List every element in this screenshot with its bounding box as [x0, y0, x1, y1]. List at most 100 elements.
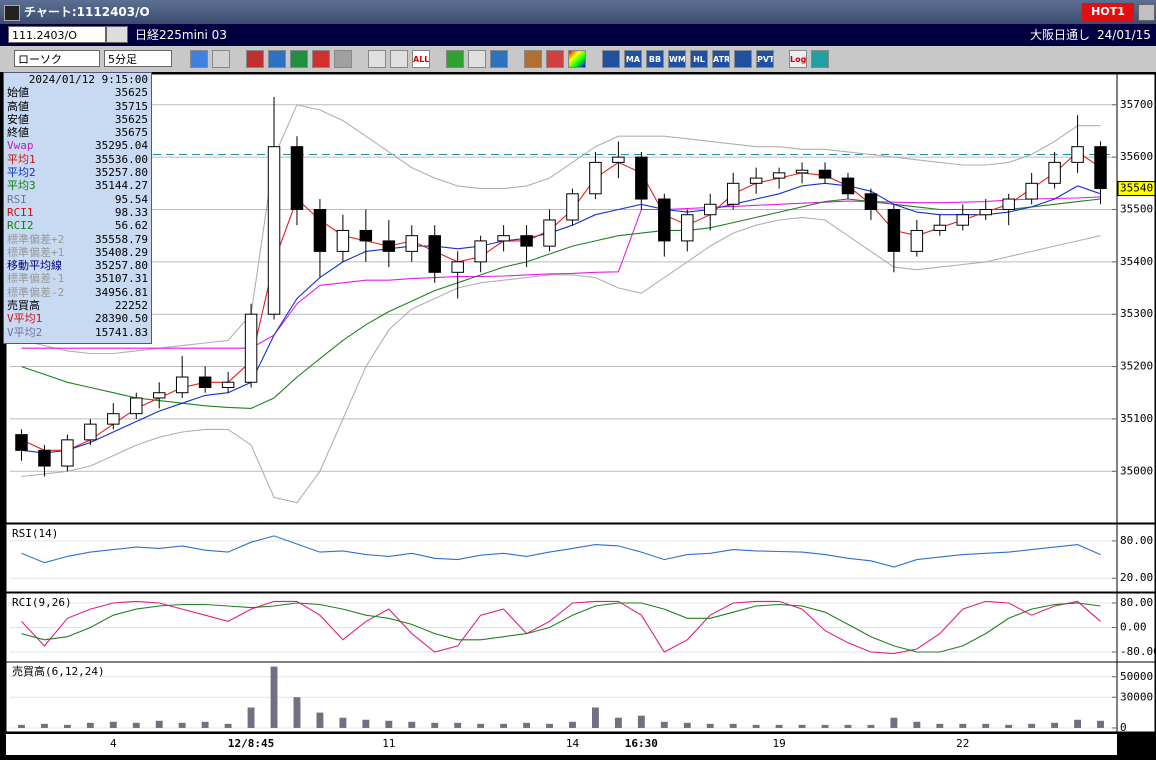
- tool-button[interactable]: [368, 50, 386, 68]
- volume-bar: [1028, 723, 1036, 728]
- symbol-input[interactable]: 111.2403/O: [8, 26, 106, 43]
- tool-button[interactable]: [524, 50, 542, 68]
- tool-button[interactable]: [334, 50, 352, 68]
- volume-bar: [959, 723, 967, 728]
- info-label: 移動平均線: [7, 259, 62, 273]
- tool-button[interactable]: [268, 50, 286, 68]
- candle-body: [543, 219, 556, 247]
- tool-button[interactable]: [490, 50, 508, 68]
- tool-button[interactable]: [734, 50, 752, 68]
- candle-body: [221, 381, 235, 389]
- bb-button[interactable]: BB: [646, 50, 664, 68]
- volume-bar: [660, 721, 668, 728]
- x-tick-label: 12/8:45: [228, 737, 274, 750]
- y-tick-label: 0.00: [1120, 621, 1147, 634]
- candle-body: [61, 439, 74, 467]
- volume-bar: [546, 723, 553, 728]
- tool-button[interactable]: [568, 50, 586, 68]
- info-label: RCI2: [7, 219, 34, 233]
- info-label: 平均3: [7, 179, 36, 193]
- close-button[interactable]: [1138, 4, 1155, 21]
- all-button[interactable]: ALL: [412, 50, 430, 68]
- candle-body: [336, 229, 350, 252]
- volume-bar: [86, 722, 94, 728]
- volume-bar: [867, 724, 875, 728]
- y-tick-label: 50000: [1120, 670, 1153, 683]
- candle-body: [589, 161, 602, 195]
- tool-button[interactable]: [446, 50, 464, 68]
- panel: [5, 73, 1156, 524]
- panel: [5, 523, 1156, 593]
- info-row: 移動平均線 35257.80: [7, 259, 148, 272]
- pvt-button[interactable]: PVT: [756, 50, 774, 68]
- volume-bar: [477, 723, 485, 728]
- zoom-button[interactable]: [190, 50, 208, 68]
- candle-body: [566, 193, 579, 221]
- indicator-line: [21, 198, 1101, 409]
- volume-bar: [362, 719, 370, 728]
- info-value: 35536.00: [95, 152, 148, 166]
- tool-button[interactable]: [390, 50, 408, 68]
- info-row: 平均2 35257.80: [7, 166, 148, 179]
- candle-body: [15, 434, 28, 451]
- candle-body: [841, 177, 855, 195]
- ma-button[interactable]: MA: [624, 50, 642, 68]
- last-price-label: 35540: [1120, 182, 1153, 195]
- info-value: 35107.31: [95, 272, 148, 286]
- wma-button[interactable]: WMA: [668, 50, 686, 68]
- candle-body: [107, 413, 120, 425]
- symbol-dropdown[interactable]: [106, 26, 128, 43]
- y-tick-label: 80.00: [1120, 534, 1153, 547]
- window-title: チャート:1112403/O: [24, 5, 150, 19]
- candle-body: [451, 261, 464, 273]
- info-label: 平均1: [7, 152, 36, 166]
- candle-body: [382, 240, 396, 252]
- candle-body: [1048, 161, 1061, 184]
- info-label: 標準偏差+1: [7, 245, 65, 259]
- candle-body: [359, 229, 373, 242]
- info-label: 標準偏差-2: [7, 285, 65, 299]
- x-tick-label: 19: [772, 737, 785, 750]
- info-value: 35295.04: [95, 139, 148, 153]
- y-tick-label: 35300: [1120, 307, 1153, 320]
- indicator-line: [21, 600, 1101, 655]
- tool-button[interactable]: [212, 50, 230, 68]
- candle-body: [474, 240, 487, 263]
- info-label: Vwap: [7, 139, 34, 153]
- candle-body: [290, 146, 304, 210]
- chart-style-select[interactable]: ローソク: [14, 50, 100, 67]
- volume-bar: [591, 707, 599, 728]
- info-label: 平均2: [7, 166, 36, 180]
- tool-button[interactable]: [312, 50, 330, 68]
- info-row: 標準偏差+1 35408.29: [7, 246, 148, 259]
- hot-button[interactable]: HOT1: [1082, 3, 1134, 21]
- info-value: 35625: [114, 86, 148, 100]
- info-label: 終値: [7, 126, 29, 140]
- volume-bar: [316, 712, 324, 728]
- indicator-line: [21, 216, 1101, 504]
- y-tick-label: 20.00: [1120, 571, 1153, 584]
- tool-button[interactable]: [546, 50, 564, 68]
- tool-button[interactable]: [290, 50, 308, 68]
- atr-button[interactable]: ATR: [712, 50, 730, 68]
- tool-button[interactable]: [468, 50, 486, 68]
- tool-button[interactable]: [602, 50, 620, 68]
- volume-bar: [155, 720, 163, 728]
- candle-body: [635, 156, 648, 200]
- info-row: 標準偏差-2 34956.81: [7, 286, 148, 299]
- session: 大阪日通し: [1030, 28, 1091, 42]
- volume-bar: [982, 723, 990, 728]
- tool-button[interactable]: [811, 50, 829, 68]
- tool-button[interactable]: [246, 50, 264, 68]
- app-icon: [4, 5, 20, 21]
- info-value: 34956.81: [95, 285, 148, 299]
- info-row: Vwap 35295.04: [7, 139, 148, 152]
- candle-body: [175, 376, 189, 394]
- log-button[interactable]: Log: [789, 50, 807, 68]
- hl-button[interactable]: HL: [690, 50, 708, 68]
- info-row: 標準偏差+2 35558.79: [7, 233, 148, 246]
- info-label: 高値: [7, 99, 29, 113]
- interval-select[interactable]: 5分足: [104, 50, 172, 67]
- volume-bar: [775, 724, 783, 728]
- symbol-bar: 111.2403/O 日経225mini 03 大阪日通し 24/01/15: [0, 24, 1156, 46]
